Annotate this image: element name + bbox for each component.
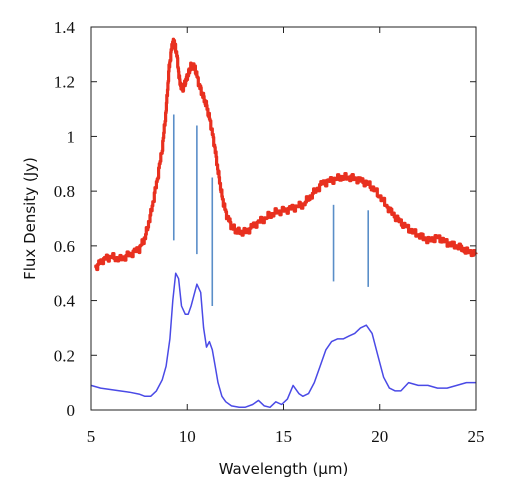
y-tick-label: 0.2 (54, 346, 75, 365)
x-tick-label: 15 (275, 427, 292, 446)
y-tick-label: 1.4 (54, 18, 76, 37)
model-spectrum-line (90, 272, 476, 409)
x-axis-title: Wavelength (µm) (219, 460, 349, 478)
y-tick-label: 0 (67, 401, 76, 420)
y-axis-title: Flux Density (Jy) (21, 157, 39, 280)
x-tick-label: 20 (371, 427, 388, 446)
y-tick-label: 0.4 (54, 292, 76, 311)
observed-spectrum-line (94, 37, 478, 272)
x-tick-label: 25 (468, 427, 485, 446)
y-tick-label: 1.2 (54, 73, 75, 92)
x-tick-label: 10 (179, 427, 196, 446)
model-spectrum-series (90, 272, 476, 409)
y-tick-label: 0.6 (54, 237, 75, 256)
y-tick-label: 0.8 (54, 182, 75, 201)
observed-spectrum-series (94, 37, 478, 272)
x-tick-label: 5 (87, 427, 96, 446)
plot-content (90, 37, 478, 409)
axis-ticks: 5 10 15 20 25 0 0.2 0.4 0.6 0.8 1 1.2 1.4 (54, 18, 485, 446)
y-tick-label: 1 (67, 127, 76, 146)
